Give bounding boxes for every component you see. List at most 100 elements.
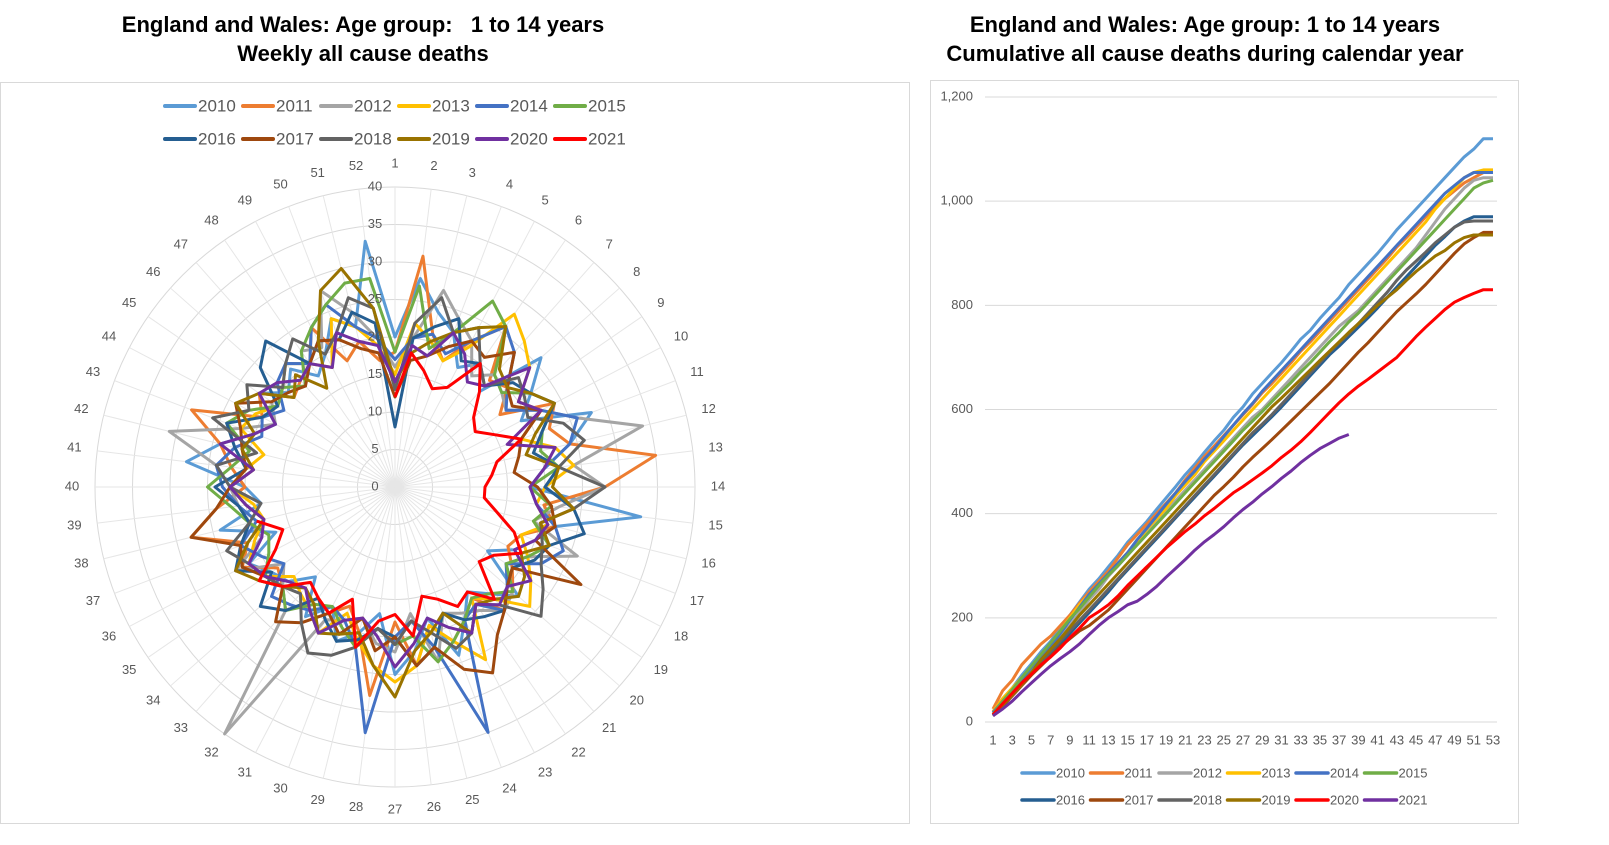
radar-tick-label: 35 [368,216,382,231]
x-tick-label: 1 [989,732,996,747]
x-tick-label: 19 [1159,732,1173,747]
y-tick-label: 1,000 [940,193,973,208]
line-legend-label-2011: 2011 [1125,765,1153,780]
radar-category-label: 5 [541,192,548,207]
radar-category-label: 45 [122,295,136,310]
y-tick-label: 800 [951,297,973,312]
x-tick-label: 17 [1140,732,1154,747]
radar-category-label: 1 [391,155,398,170]
radar-category-label: 32 [204,744,218,759]
radar-category-label: 31 [238,764,252,779]
x-tick-label: 5 [1028,732,1035,747]
radar-tick-label: 25 [368,291,382,306]
radar-tick-label: 40 [368,178,382,193]
x-tick-label: 13 [1101,732,1115,747]
line-chart-area [930,80,1519,824]
radar-category-label: 46 [146,264,160,279]
y-tick-label: 600 [951,401,973,416]
line-series-2013 [991,168,1493,713]
radar-category-label: 4 [506,176,513,191]
line-subtitle-line: Cumulative all cause deaths during calen… [946,41,1464,66]
x-tick-label: 9 [1066,732,1073,747]
radar-category-label: 51 [310,165,324,180]
x-tick-label: 37 [1332,732,1346,747]
radar-category-label: 30 [273,780,287,795]
radar-spoke [394,486,643,658]
radar-category-label: 12 [701,401,715,416]
x-tick-label: 39 [1351,732,1365,747]
x-tick-label: 43 [1390,732,1404,747]
radar-category-label: 21 [602,720,616,735]
radar-title-line: England and Wales: Age group: 1 to 14 ye… [121,12,605,37]
x-tick-label: 35 [1313,732,1327,747]
x-tick-label: 21 [1178,732,1192,747]
x-tick-label: 25 [1217,732,1231,747]
radar-chart-area [0,82,910,824]
line-legend-label-2015: 2015 [1399,765,1428,780]
x-tick-label: 7 [1047,732,1054,747]
radar-category-label: 3 [469,165,476,180]
radar-category-label: 7 [606,237,613,252]
radar-category-label: 49 [238,192,252,207]
x-tick-label: 49 [1447,732,1461,747]
line-legend-label-2012: 2012 [1193,765,1222,780]
radar-category-label: 26 [427,799,441,814]
radar-category-label: 33 [174,720,188,735]
line-series-2021 [992,433,1350,718]
legend-label-2011: 2011 [276,96,313,115]
radar-category-label: 24 [502,780,516,795]
line-legend-label-2017: 2017 [1125,792,1154,807]
x-tick-label: 51 [1467,732,1481,747]
radar-category-label: 38 [74,556,88,571]
radar-category-label: 2 [430,158,437,173]
radar-series-2018 [211,296,607,657]
radar-subtitle-line: Weekly all cause deaths [237,41,489,66]
radar-category-label: 36 [102,629,116,644]
y-tick-label: 200 [951,609,973,624]
line-series-2018 [991,219,1493,716]
radar-category-label: 48 [204,213,218,228]
legend-label-2021: 2021 [588,129,626,148]
radar-category-label: 43 [86,364,100,379]
radar-category-label: 41 [67,440,81,455]
radar-category-label: 37 [86,593,100,608]
line-title-line: England and Wales: Age group: 1 to 14 ye… [969,12,1441,37]
radar-category-label: 27 [388,801,402,816]
radar-category-label: 11 [690,364,704,379]
radar-tick-label: 15 [368,366,382,381]
radar-series-2021 [256,351,523,649]
radar-category-label: 19 [654,662,668,677]
legend-label-2015: 2015 [588,96,626,115]
radar-category-label: 17 [690,593,704,608]
radar-category-label: 35 [122,662,136,677]
y-tick-label: 0 [966,713,973,728]
radar-category-label: 47 [174,237,188,252]
radar-spoke [288,206,396,488]
x-tick-label: 15 [1120,732,1134,747]
radar-chart-title: England and Wales: Age group: 1 to 14 ye… [0,10,726,68]
x-tick-label: 11 [1082,732,1096,747]
radar-spoke [195,486,396,712]
line-chart-title: England and Wales: Age group: 1 to 14 ye… [900,10,1510,68]
radar-category-label: 20 [630,693,644,708]
line-series-2017 [991,230,1493,717]
line-legend-label-2016: 2016 [1056,792,1085,807]
radar-category-label: 9 [657,295,664,310]
radar-category-label: 8 [633,264,640,279]
radar-category-label: 52 [349,158,363,173]
line-legend-label-2020: 2020 [1330,792,1359,807]
x-tick-label: 47 [1428,732,1442,747]
radar-series-2020 [218,331,557,669]
x-tick-label: 3 [1009,732,1016,747]
x-tick-label: 31 [1274,732,1288,747]
radar-category-label: 23 [538,764,552,779]
line-legend-label-2018: 2018 [1193,792,1222,807]
line-legend-label-2014: 2014 [1330,765,1359,780]
radar-category-label: 39 [67,517,81,532]
radar-category-label: 16 [701,556,715,571]
radar-category-label: 50 [273,176,287,191]
line-legend-label-2021: 2021 [1399,792,1428,807]
x-tick-label: 27 [1236,732,1250,747]
radar-category-label: 10 [674,328,688,343]
